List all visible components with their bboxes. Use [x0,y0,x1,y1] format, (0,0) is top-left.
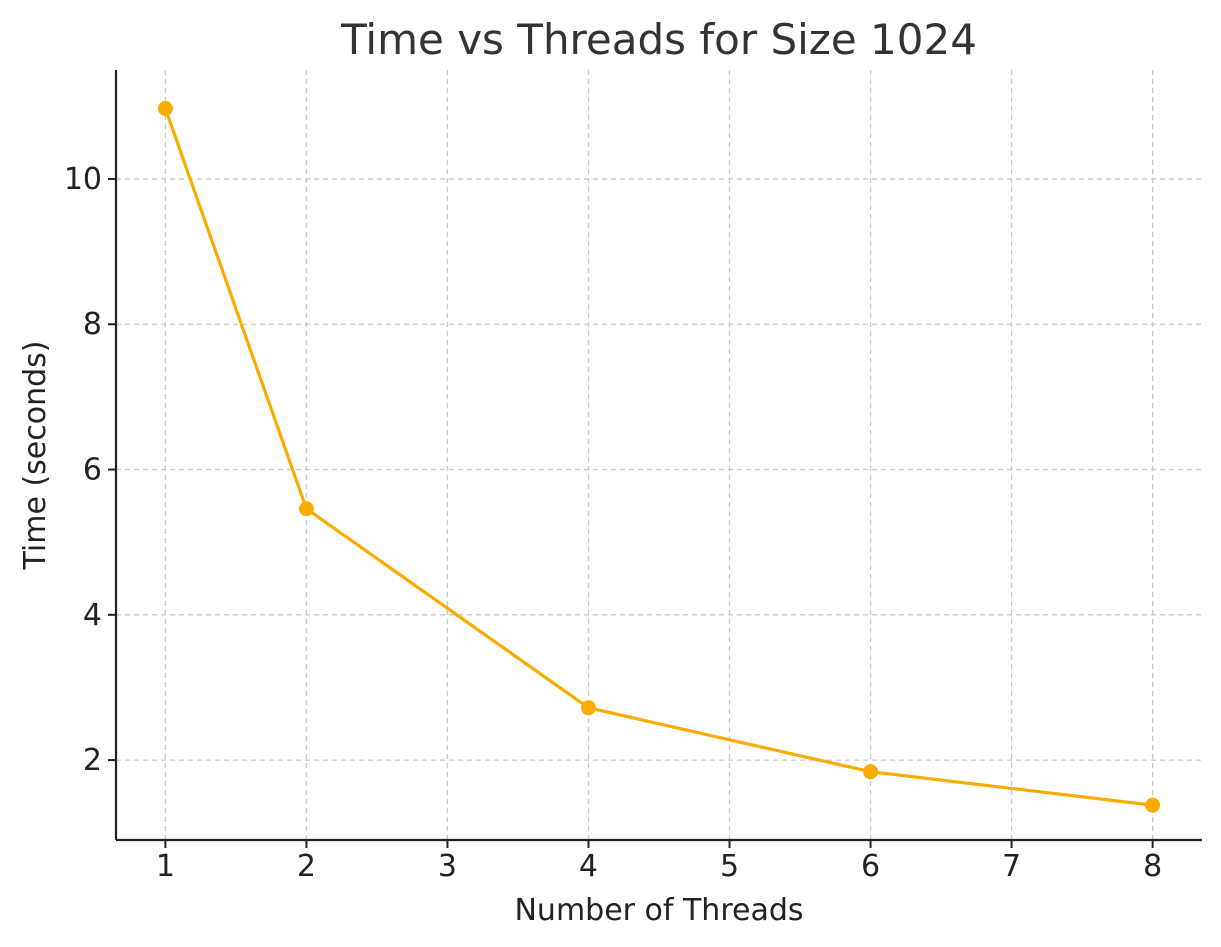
grid [116,70,1202,840]
y-tick-label: 6 [83,453,102,488]
x-tick-label: 3 [438,849,457,884]
x-tick-label: 6 [861,849,880,884]
x-tick-label: 1 [156,849,175,884]
tick-marks [108,177,1154,848]
tick-labels: 1 2 3 4 5 6 7 8 2 4 6 8 10 [64,162,1162,884]
series-group [157,101,1161,813]
y-axis-title: Time (seconds) [18,341,53,571]
x-tick-label: 5 [720,849,739,884]
axes [114,70,1202,842]
chart-title: Time vs Threads for Size 1024 [340,15,977,64]
x-tick-label: 4 [579,849,598,884]
y-tick-label: 4 [83,598,102,633]
data-point [298,501,314,517]
x-tick-label: 8 [1143,849,1162,884]
x-axis-title: Number of Threads [514,893,803,928]
x-tick-label: 7 [1002,849,1021,884]
data-point [1145,797,1161,813]
data-point [863,764,879,780]
series-line [163,107,1153,807]
y-tick-label: 2 [83,743,102,778]
x-tick-label: 2 [297,849,316,884]
data-point [157,101,173,116]
y-tick-label: 10 [64,162,102,197]
y-tick-label: 8 [83,307,102,342]
data-point [580,700,596,716]
